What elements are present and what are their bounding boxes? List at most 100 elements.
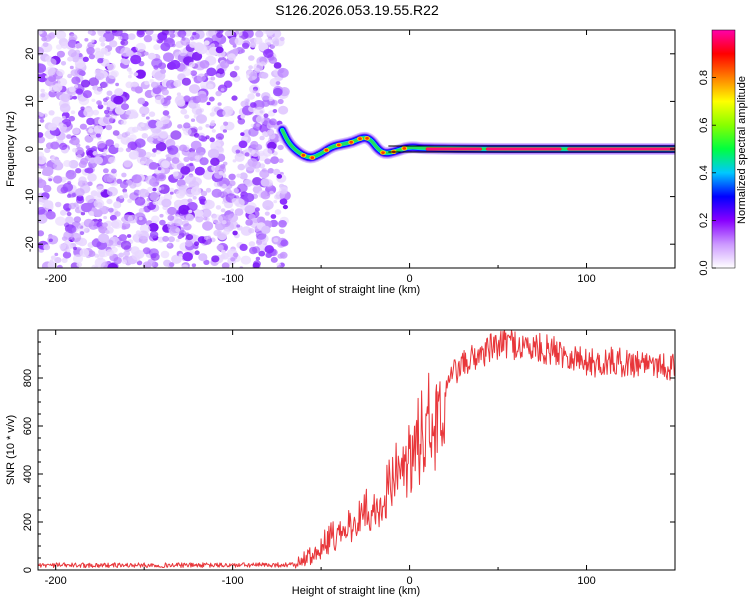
noise-blob xyxy=(148,248,159,257)
noise-blob xyxy=(116,240,122,246)
y-tick-label: 800 xyxy=(22,369,34,387)
y-tick-label: 0 xyxy=(22,567,34,573)
noise-blob xyxy=(103,168,109,174)
snr-panel: -200 -100 0 100 0 200 400 600 800 Height of str… xyxy=(5,329,676,597)
noise-blob xyxy=(167,214,175,221)
noise-blob xyxy=(79,231,85,236)
noise-blob xyxy=(62,115,66,120)
noise-blob xyxy=(251,75,256,80)
noise-blob xyxy=(98,225,108,234)
noise-blob xyxy=(250,123,255,128)
noise-blob xyxy=(250,102,257,108)
noise-blob xyxy=(67,49,77,58)
snr-y-ticks: 0 200 400 600 800 xyxy=(22,341,675,573)
noise-blob xyxy=(64,216,74,225)
noise-blob xyxy=(211,255,220,263)
noise-blob xyxy=(249,73,254,78)
noise-blob xyxy=(265,30,275,36)
noise-blob xyxy=(60,209,67,216)
noise-blob xyxy=(227,53,236,61)
noise-blob xyxy=(205,135,210,140)
noise-blob xyxy=(179,144,188,152)
noise-blob xyxy=(75,188,85,197)
noise-blob xyxy=(245,179,253,187)
noise-blob xyxy=(66,225,77,234)
noise-blob xyxy=(223,121,229,126)
noise-blob xyxy=(277,98,284,105)
noise-blob xyxy=(204,199,213,206)
noise-blob xyxy=(68,115,75,122)
noise-blob xyxy=(255,168,260,173)
noise-blob xyxy=(206,101,211,106)
noise-blob xyxy=(264,38,273,45)
noise-blob xyxy=(124,35,129,40)
y-tick-label: -10 xyxy=(24,189,36,205)
noise-blob xyxy=(46,58,57,67)
noise-blob xyxy=(267,141,277,150)
noise-blob xyxy=(68,202,77,210)
noise-blob xyxy=(211,188,222,198)
noise-blob xyxy=(125,81,134,89)
noise-blob xyxy=(248,228,255,234)
noise-blob xyxy=(77,69,84,75)
noise-blob xyxy=(105,113,110,118)
noise-blob xyxy=(120,240,132,250)
x-tick-label: 100 xyxy=(577,273,595,285)
noise-blob xyxy=(114,143,120,148)
noise-blob xyxy=(157,167,162,171)
noise-blob xyxy=(262,200,274,210)
noise-blob xyxy=(152,86,162,95)
noise-blob xyxy=(242,42,250,49)
noise-blob xyxy=(216,32,223,38)
noise-blob xyxy=(229,71,238,78)
x-tick-label: 100 xyxy=(577,575,595,587)
noise-blob xyxy=(38,230,45,237)
noise-blob xyxy=(116,178,123,184)
noise-blob xyxy=(105,230,110,234)
noise-blob xyxy=(102,222,108,228)
noise-blob xyxy=(252,246,261,254)
noise-blob xyxy=(115,82,119,87)
noise-blob xyxy=(137,97,146,105)
noise-blob xyxy=(47,261,57,268)
noise-blob xyxy=(148,119,158,129)
noise-blob xyxy=(222,108,232,118)
x-tick-label: 0 xyxy=(407,575,413,587)
noise-blob xyxy=(254,106,265,116)
noise-blob xyxy=(148,111,156,117)
noise-blob xyxy=(118,147,124,153)
noise-blob xyxy=(57,78,68,87)
noise-blob xyxy=(50,255,56,260)
noise-blob xyxy=(59,142,68,150)
noise-blob xyxy=(147,259,155,267)
noise-blob xyxy=(67,73,73,79)
signal-hotspot xyxy=(358,137,362,141)
noise-blob xyxy=(88,53,95,60)
noise-blob xyxy=(171,157,180,164)
noise-blob xyxy=(178,49,188,57)
noise-blob xyxy=(161,30,169,36)
noise-blob xyxy=(46,33,55,40)
noise-blob xyxy=(240,132,245,137)
noise-blob xyxy=(262,148,273,157)
noise-blob xyxy=(160,68,167,74)
noise-blob xyxy=(255,92,261,97)
noise-blob xyxy=(177,234,183,240)
noise-blob xyxy=(217,136,222,140)
noise-blob xyxy=(120,135,131,145)
noise-blob xyxy=(160,116,170,125)
noise-blob xyxy=(167,243,172,247)
noise-blob xyxy=(230,208,235,212)
noise-blob xyxy=(200,190,208,197)
noise-blob xyxy=(103,101,108,106)
noise-blob xyxy=(60,41,69,49)
noise-blob xyxy=(62,251,72,259)
noise-blob xyxy=(103,31,115,42)
noise-blob xyxy=(38,132,44,138)
noise-blob xyxy=(278,105,289,115)
noise-blob xyxy=(114,211,121,217)
noise-blob xyxy=(170,130,182,140)
noise-blob xyxy=(61,257,68,264)
noise-blob xyxy=(270,156,279,165)
noise-blob xyxy=(205,187,212,193)
